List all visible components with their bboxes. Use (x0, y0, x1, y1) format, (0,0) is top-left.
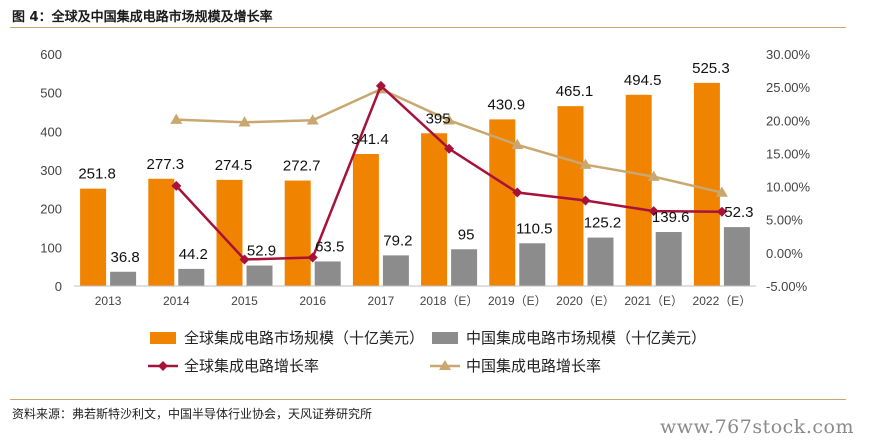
china-bar-data-label: 36.8 (110, 249, 139, 266)
figure-title: 图 4：全球及中国集成电路市场规模及增长率 (12, 10, 273, 25)
legend-label: 全球集成电路市场规模（十亿美元） (184, 329, 424, 347)
global-growth-marker (512, 187, 523, 198)
right-axis-tick-label: -5.00% (766, 279, 808, 294)
global-bar-data-label: 251.8 (78, 166, 116, 183)
global-bar-data-label: 465.1 (556, 83, 594, 100)
china-bar (314, 261, 341, 286)
china-growth-marker (647, 170, 660, 181)
x-axis-tick-label: 2019（E） (488, 294, 547, 308)
china-growth-marker (443, 114, 456, 125)
china-bar (655, 232, 682, 286)
left-axis-tick-label: 500 (40, 86, 62, 101)
global-bar-data-label: 395 (426, 110, 451, 127)
global-growth-marker (648, 206, 659, 217)
x-axis-tick-label: 2021（E） (624, 294, 683, 308)
x-axis-tick-label: 2022（E） (693, 294, 752, 308)
legend-marker (158, 361, 168, 371)
legend-label: 中国集成电路增长率 (466, 357, 601, 375)
global-bar-data-label: 272.7 (283, 158, 321, 175)
left-axis-tick-label: 400 (40, 124, 62, 139)
global-bar-data-label: 430.9 (488, 96, 526, 113)
global-growth-marker (239, 254, 250, 265)
china-bar (110, 271, 137, 286)
china-bar-data-label: 79.2 (383, 232, 412, 249)
legend-label: 中国集成电路市场规模（十亿美元） (466, 329, 706, 347)
china-growth-marker (238, 116, 251, 127)
right-axis-tick-label: 25.00% (766, 80, 811, 95)
left-axis-tick-label: 300 (40, 163, 62, 178)
x-axis-tick-label: 2020（E） (556, 294, 615, 308)
china-bar-data-label: 95 (458, 226, 475, 243)
x-axis-tick-label: 2018（E） (420, 294, 479, 308)
left-axis-tick-label: 600 (40, 47, 62, 62)
x-axis-tick-label: 2016 (299, 294, 326, 308)
china-growth-marker (715, 186, 728, 197)
global-growth-marker (171, 180, 182, 191)
global-bar (80, 188, 107, 286)
global-bar-data-label: 341.4 (351, 131, 389, 148)
china-bar-data-label: 110.5 (516, 220, 552, 237)
global-bar (557, 106, 584, 286)
global-bar-data-label: 525.3 (692, 60, 730, 77)
china-bar (519, 243, 546, 286)
right-axis-tick-label: 30.00% (766, 47, 811, 62)
global-growth-marker (375, 80, 386, 91)
source-note: 资料来源：弗若斯特沙利文，中国半导体行业协会，天风证券研究所 (12, 407, 373, 421)
global-bar-data-label: 494.5 (624, 72, 662, 89)
china-bar (723, 227, 750, 286)
chart: 0 100 200 300 400 500 600 -5.00% 0.00% 5.00% 10.00… (40, 47, 811, 375)
china-bar-data-label: 44.2 (179, 246, 208, 263)
global-bar (693, 82, 720, 286)
global-bar-data-label: 277.3 (147, 156, 185, 173)
x-axis-tick-label: 2015 (231, 294, 258, 308)
global-bar-data-label: 274.5 (215, 157, 253, 174)
right-axis-tick-label: 20.00% (766, 113, 811, 128)
china-growth-marker (306, 114, 319, 125)
right-axis-tick-label: 5.00% (766, 213, 803, 228)
china-bar (178, 268, 205, 286)
china-bar-data-label: 52.9 (247, 243, 276, 260)
global-growth-marker (444, 143, 455, 154)
left-axis-tick-label: 200 (40, 202, 62, 217)
china-bar (246, 265, 273, 286)
global-growth-marker (580, 195, 591, 206)
china-bar-data-label: 63.5 (315, 238, 344, 255)
global-growth-marker (307, 252, 318, 263)
global-bar (352, 153, 379, 286)
legend-swatch (432, 332, 458, 344)
china-bar-data-label: 52.3 (724, 204, 753, 221)
china-growth-marker (170, 113, 183, 124)
global-bar (489, 119, 516, 286)
china-bar (382, 255, 409, 286)
china-bar (587, 237, 614, 286)
right-axis-tick-label: 15.00% (766, 146, 811, 161)
china-bar (451, 249, 478, 286)
right-axis-tick-label: 0.00% (766, 246, 803, 261)
global-growth-marker (716, 206, 727, 217)
left-axis-tick-label: 100 (40, 240, 62, 255)
left-axis-tick-label: 0 (55, 279, 62, 294)
china-growth-marker (579, 158, 592, 169)
x-axis-tick-label: 2017 (368, 294, 395, 308)
legend-marker (439, 360, 451, 370)
china-bar-data-label: 139.6 (652, 209, 690, 226)
legend-label: 全球集成电路增长率 (184, 357, 319, 375)
global-bar (625, 94, 652, 286)
china-bar-data-label: 125.2 (584, 215, 622, 232)
global-bar (148, 178, 175, 286)
top-rule (10, 27, 846, 28)
china-growth-marker (511, 138, 524, 150)
right-axis-tick-label: 10.00% (766, 180, 811, 195)
x-axis-tick-label: 2013 (95, 294, 122, 308)
global-bar (284, 180, 311, 286)
watermark: www.767stock.com (660, 416, 854, 438)
global-bar (421, 133, 448, 286)
bottom-rule (10, 399, 846, 400)
x-axis-tick-label: 2014 (163, 294, 190, 308)
legend-swatch (150, 332, 176, 344)
